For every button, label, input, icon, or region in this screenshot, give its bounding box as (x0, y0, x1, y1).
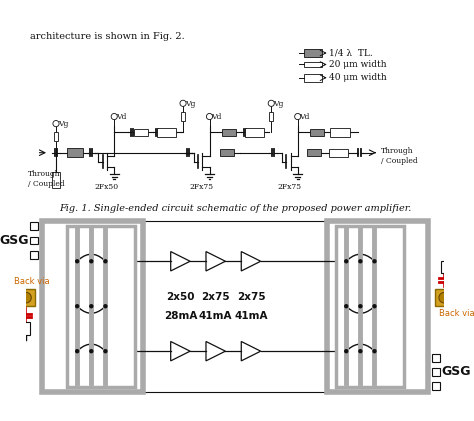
Circle shape (111, 113, 118, 120)
Bar (67, 148, 83, 157)
Circle shape (372, 259, 377, 264)
Bar (336, 226, 403, 386)
Bar (30, 222, 38, 230)
Circle shape (358, 349, 363, 353)
Circle shape (89, 259, 93, 264)
Bar (432, 368, 440, 376)
Text: 2Fx75: 2Fx75 (278, 183, 302, 191)
Bar (54, 133, 58, 141)
Circle shape (103, 304, 108, 309)
Text: architecture is shown in Fig. 2.: architecture is shown in Fig. 2. (29, 32, 184, 41)
Text: 2x50: 2x50 (166, 292, 195, 302)
Bar (441, 261, 448, 273)
Circle shape (21, 292, 31, 303)
Text: Vg: Vg (185, 100, 195, 108)
Text: Vg: Vg (58, 120, 68, 128)
Circle shape (75, 349, 79, 353)
Circle shape (372, 304, 377, 309)
Bar (245, 128, 264, 137)
Bar (222, 129, 236, 136)
Circle shape (53, 120, 59, 127)
Bar (156, 128, 176, 137)
Text: Back via: Back via (14, 277, 49, 286)
Bar (66, 226, 135, 386)
Circle shape (180, 100, 186, 107)
Bar (22, 322, 29, 335)
Circle shape (344, 259, 348, 264)
Bar (330, 128, 350, 137)
Circle shape (344, 349, 348, 353)
Bar (269, 112, 273, 121)
Bar (328, 149, 348, 157)
Circle shape (103, 259, 108, 264)
Text: Fig. 1. Single-ended circuit schematic of the proposed power amplifier.: Fig. 1. Single-ended circuit schematic o… (59, 204, 411, 213)
Bar (134, 129, 148, 136)
Text: Vg: Vg (273, 100, 283, 108)
Text: 2Fx50: 2Fx50 (94, 183, 118, 191)
Bar (310, 129, 324, 136)
Text: Back via: Back via (439, 309, 474, 318)
Bar (30, 237, 38, 245)
Text: 41mA: 41mA (199, 311, 232, 321)
Bar (181, 112, 185, 121)
Bar (432, 354, 440, 362)
Text: Vd: Vd (116, 113, 127, 121)
Bar (52, 172, 60, 188)
Circle shape (75, 259, 79, 264)
Circle shape (268, 100, 274, 107)
Text: 2x75: 2x75 (201, 292, 230, 302)
Bar (432, 382, 440, 390)
Text: GSG: GSG (442, 365, 471, 378)
Text: 28mA: 28mA (164, 311, 197, 321)
Bar (42, 221, 428, 392)
Circle shape (89, 304, 93, 309)
Text: Through
/ Coupled: Through / Coupled (381, 147, 418, 165)
Circle shape (358, 259, 363, 264)
Circle shape (295, 113, 301, 120)
Text: 2x75: 2x75 (237, 292, 265, 302)
Bar (327, 221, 428, 392)
Text: GSG: GSG (0, 234, 28, 247)
Bar (307, 149, 321, 156)
Text: 41mA: 41mA (234, 311, 268, 321)
Text: 20 μm width: 20 μm width (328, 60, 386, 69)
Bar (304, 74, 321, 82)
Circle shape (358, 304, 363, 309)
Circle shape (439, 292, 449, 303)
Text: 40 μm width: 40 μm width (328, 73, 386, 82)
Bar (435, 289, 453, 306)
Bar (220, 149, 234, 156)
Circle shape (89, 349, 93, 353)
Bar (304, 50, 321, 56)
Bar (30, 250, 38, 258)
Bar (42, 221, 143, 392)
Circle shape (372, 349, 377, 353)
Bar (17, 289, 35, 306)
Text: Vd: Vd (300, 113, 310, 121)
Circle shape (103, 349, 108, 353)
Circle shape (344, 304, 348, 309)
Circle shape (206, 113, 213, 120)
Text: Vd: Vd (211, 113, 222, 121)
Bar (304, 62, 321, 67)
Text: 2Fx75: 2Fx75 (190, 183, 214, 191)
Text: 1/4 λ  TL.: 1/4 λ TL. (328, 48, 373, 58)
Text: Through
/ Coupled: Through / Coupled (28, 171, 64, 188)
Circle shape (75, 304, 79, 309)
